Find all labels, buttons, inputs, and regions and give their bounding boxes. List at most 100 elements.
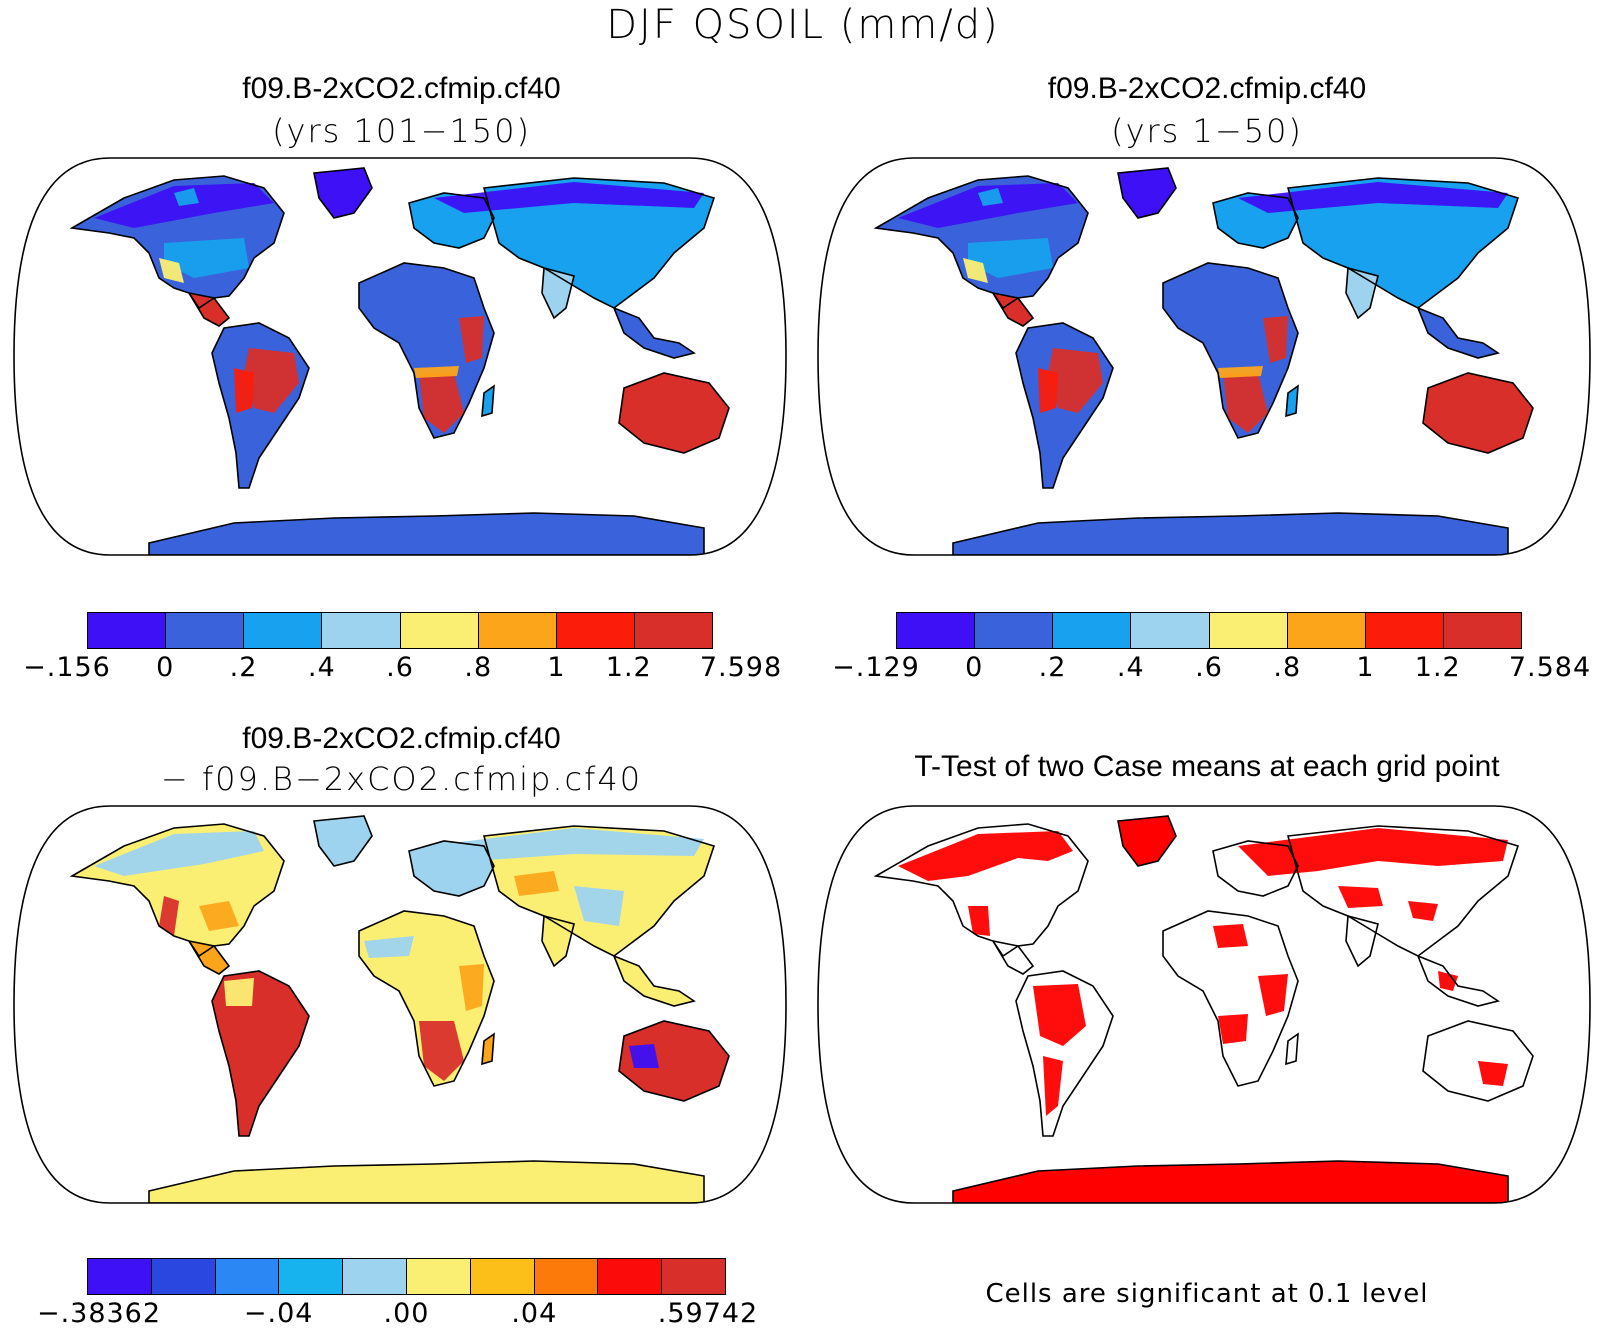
coastline-australia	[618, 1020, 730, 1102]
colorbar-tick-label: 0	[965, 652, 984, 683]
coastline-antarctica	[148, 512, 705, 555]
land-madagascar	[1286, 386, 1298, 416]
land-africa	[359, 263, 494, 438]
colorbar-swatch	[88, 1259, 152, 1294]
coastline-europe	[1212, 192, 1299, 249]
colorbar-tick-label: −.129	[832, 652, 920, 683]
coastline-madagascar	[481, 1032, 495, 1066]
coastline-seasia	[1416, 954, 1500, 1007]
colorbar-swatch	[1131, 613, 1210, 648]
field-shading	[414, 366, 459, 378]
land-seasia	[614, 956, 694, 1006]
field-shading	[224, 978, 254, 1006]
coastline-india	[541, 266, 575, 320]
colorbar-tick-label: .2	[229, 652, 258, 683]
colorbar-swatch	[470, 1259, 535, 1294]
colorbar-swatch	[478, 613, 557, 648]
panel3-colorbar	[87, 1258, 726, 1295]
coastline-india	[1345, 266, 1379, 320]
coastline-asia	[482, 177, 716, 309]
colorbar-swatch	[151, 1259, 216, 1294]
field-shading	[444, 828, 704, 861]
field-shading	[1033, 984, 1086, 1046]
colorbar-swatch	[244, 613, 323, 648]
colorbar-swatch	[1053, 613, 1132, 648]
coastline-africa	[358, 910, 495, 1087]
field-shading	[1238, 828, 1508, 876]
panel1-subtitle: (yrs 101−150)	[272, 112, 531, 150]
field-shading	[1213, 924, 1248, 948]
colorbar-swatch	[897, 613, 976, 648]
colorbar-swatch	[343, 1259, 407, 1294]
land-australia	[619, 1021, 729, 1101]
panel2-colorbar	[896, 612, 1522, 649]
land-seasia	[1418, 308, 1498, 358]
coastline-asia	[1286, 177, 1520, 309]
coastline-australia	[1422, 1020, 1534, 1102]
field-shading	[159, 258, 184, 283]
colorbar-swatch	[322, 613, 401, 648]
coastline-madagascar	[1285, 384, 1299, 418]
field-shading	[164, 238, 249, 278]
land-camerica	[189, 941, 229, 974]
field-shading	[898, 831, 1073, 881]
panel3-title: f09.B-2xCO2.cfmip.cf40	[242, 722, 561, 755]
coastline-camerica	[187, 939, 231, 975]
land-antarctica	[953, 1161, 1508, 1203]
colorbar-swatch	[556, 613, 635, 648]
field-shading	[1218, 366, 1263, 378]
colorbar-tick-label: 1	[547, 652, 566, 683]
coastline-asia	[482, 825, 716, 957]
field-shading	[968, 238, 1053, 278]
coastline-seasia	[1416, 306, 1500, 359]
field-shading	[629, 1044, 659, 1068]
panel2-subtitle: (yrs 1−50)	[1111, 112, 1303, 150]
colorbar-swatch	[1365, 613, 1444, 648]
coastline-europe	[408, 840, 495, 897]
coastline-europe	[408, 192, 495, 249]
colorbar-tick-label: .4	[1116, 652, 1145, 683]
field-shading	[364, 936, 414, 958]
colorbar-tick-label: 1	[1356, 652, 1375, 683]
coastline-namerica	[873, 823, 1089, 958]
coastline-africa	[1162, 262, 1299, 439]
coastline-antarctica	[952, 1160, 1509, 1203]
significance-note: Cells are significant at 0.1 level	[985, 1279, 1429, 1309]
field-shading	[1048, 348, 1103, 413]
colorbar-tick-label: 1.2	[1414, 652, 1461, 683]
panel2-map	[817, 157, 1591, 556]
land-antarctica	[149, 513, 704, 555]
coastline-madagascar	[481, 384, 495, 418]
panel1-colorbar	[87, 612, 713, 649]
panel3-map	[13, 805, 787, 1204]
panel4-map	[817, 805, 1591, 1204]
colorbar-tick-label: .6	[386, 652, 414, 683]
coastline-australia	[618, 372, 730, 454]
field-shading	[174, 188, 199, 206]
coastline-asia	[1286, 825, 1520, 957]
field-shading	[419, 1021, 464, 1081]
field-shading	[1223, 373, 1268, 433]
coastline-africa	[1162, 910, 1299, 1087]
colorbar-swatch	[634, 613, 712, 648]
field-shading	[419, 373, 464, 433]
field-shading	[574, 886, 624, 926]
map-projection-border	[13, 805, 787, 1204]
land-australia	[619, 373, 729, 453]
field-shading	[1408, 901, 1438, 921]
land-madagascar	[482, 386, 494, 416]
colorbar-swatch	[1209, 613, 1288, 648]
colorbar-tick-label: 7.598	[699, 652, 783, 683]
field-shading	[94, 183, 274, 228]
coastline-namerica	[873, 175, 1089, 310]
coastline-antarctica	[952, 512, 1509, 555]
field-shading	[1043, 1056, 1063, 1116]
coastline-madagascar	[1285, 1032, 1299, 1066]
colorbar-swatch	[279, 1259, 344, 1294]
coastline-camerica	[991, 939, 1035, 975]
colorbar-tick-label: .00	[383, 1298, 430, 1329]
colorbar-tick-label: 1.2	[605, 652, 652, 683]
colorbar-swatch	[534, 1259, 599, 1294]
coastline-samerica	[1015, 970, 1114, 1137]
panel1-title: f09.B-2xCO2.cfmip.cf40	[242, 72, 561, 105]
